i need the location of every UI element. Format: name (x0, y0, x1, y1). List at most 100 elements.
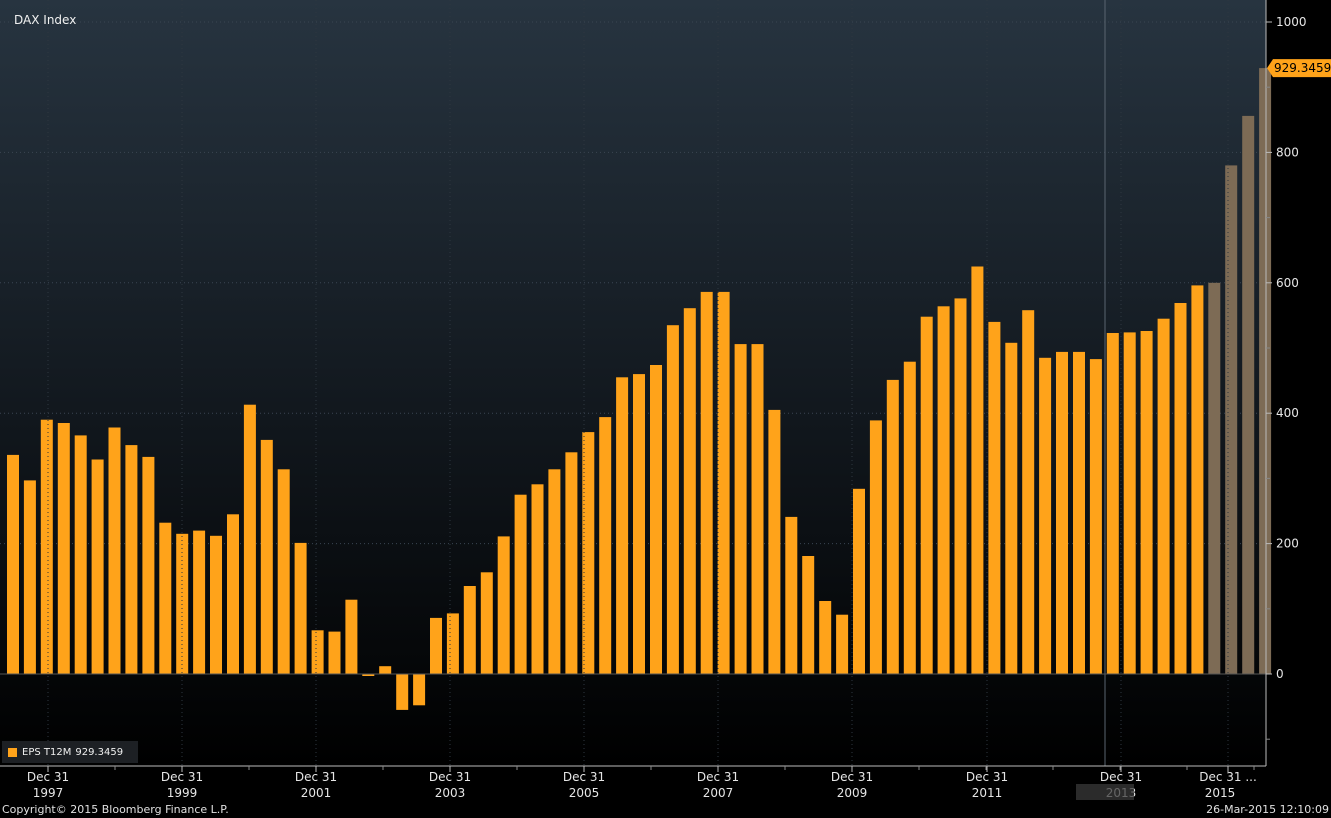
x-tick-label-line2: 2001 (301, 786, 332, 800)
copyright-text: Copyright© 2015 Bloomberg Finance L.P. (2, 803, 229, 816)
eps-bar (920, 316, 933, 674)
eps-bar (260, 439, 273, 674)
eps-bar (413, 674, 426, 706)
eps-bar (362, 674, 375, 676)
eps-bar (193, 530, 206, 674)
eps-bar (243, 404, 256, 674)
eps-bar (616, 377, 629, 674)
eps-bar (954, 298, 967, 674)
x-tick-label-line2: 2015 (1205, 786, 1236, 800)
eps-bar (599, 417, 612, 674)
eps-estimate-bar (1259, 68, 1272, 675)
eps-bar (345, 599, 358, 674)
eps-bar (531, 484, 544, 674)
eps-bar (717, 291, 730, 674)
eps-bar (40, 419, 53, 674)
eps-bar (311, 630, 324, 674)
eps-bar (1089, 359, 1102, 674)
eps-bar (277, 469, 290, 674)
x-tick-label-line1: Dec 31 (429, 770, 471, 784)
eps-bar (1157, 318, 1170, 674)
y-tick-label: 400 (1276, 406, 1299, 420)
eps-bar (565, 452, 578, 674)
legend-value: 929.3459 (75, 746, 124, 758)
eps-bar (650, 365, 662, 674)
eps-bar (633, 374, 645, 674)
eps-bar (142, 456, 155, 674)
x-tick-label-line2: 1997 (33, 786, 64, 800)
eps-bar (108, 427, 121, 674)
eps-bar (480, 572, 493, 674)
eps-bar (819, 601, 832, 674)
last-value-tag (1267, 59, 1331, 78)
x-tick-label-line1: Dec 31 (161, 770, 203, 784)
eps-bar (91, 459, 104, 674)
eps-bar (751, 344, 764, 674)
x-tick-label-line1: Dec 31 (697, 770, 739, 784)
y-tick-label: 200 (1276, 537, 1299, 551)
y-tick-label: 800 (1276, 145, 1299, 159)
eps-bar (734, 344, 747, 674)
x-tick-label-line2: 2007 (703, 786, 734, 800)
eps-bar (1073, 351, 1085, 674)
x-tick-label-line1: Dec 31 (563, 770, 605, 784)
eps-bar (548, 469, 561, 674)
eps-bar (514, 494, 527, 674)
eps-bar (869, 420, 882, 674)
eps-bar (159, 522, 172, 674)
x-tick-label-line1: Dec 31 (831, 770, 873, 784)
eps-bar (328, 631, 341, 674)
eps-bar (785, 516, 798, 674)
eps-bar (683, 308, 696, 674)
x-tick-label-line2: 2009 (837, 786, 868, 800)
eps-bar (988, 321, 1001, 674)
eps-bar (1005, 342, 1018, 674)
eps-bar (836, 614, 849, 674)
eps-bar (1140, 331, 1153, 674)
x-tick-label-line2: 2011 (972, 786, 1003, 800)
eps-bar (1191, 285, 1204, 674)
eps-bar (802, 556, 815, 674)
eps-bar (463, 586, 476, 674)
x-tick-label-line1: Dec 31 ... (1199, 770, 1257, 784)
eps-bar (57, 423, 70, 674)
eps-bar (768, 409, 781, 674)
eps-bar (666, 325, 679, 674)
eps-bar (971, 266, 984, 674)
eps-bar (1123, 332, 1136, 674)
y-tick-label: 1000 (1276, 15, 1307, 29)
chart-title: DAX Index (14, 13, 77, 27)
eps-bar (74, 435, 87, 674)
eps-bar (700, 291, 713, 674)
x-tick-label-line2: 2003 (435, 786, 466, 800)
legend-swatch (8, 747, 17, 757)
y-tick-label: 600 (1276, 276, 1299, 290)
eps-estimate-bar (1225, 165, 1238, 674)
eps-bar (903, 361, 916, 674)
x-tick-label-line2: 1999 (167, 786, 198, 800)
eps-bar (430, 617, 442, 674)
eps-bar (23, 480, 36, 674)
last-value-label: 929.3459 (1274, 61, 1331, 75)
eps-bar (1039, 357, 1052, 674)
eps-bar (582, 432, 595, 674)
crosshair-date-marker (1076, 784, 1134, 800)
eps-bar (937, 306, 950, 674)
y-tick-label: 0 (1276, 667, 1284, 681)
eps-bar (379, 666, 392, 674)
timestamp-text: 26-Mar-2015 12:10:09 (1206, 803, 1329, 816)
x-tick-label-line1: Dec 31 (27, 770, 69, 784)
eps-bar (853, 488, 865, 674)
eps-bar (497, 536, 510, 674)
eps-bar (227, 514, 239, 674)
legend-label: EPS T12M (22, 746, 72, 758)
eps-bar (176, 533, 189, 674)
eps-bar (294, 542, 307, 674)
x-tick-label-line1: Dec 31 (966, 770, 1008, 784)
eps-bar (7, 454, 19, 674)
eps-bar (1022, 310, 1035, 674)
eps-bar (396, 674, 409, 710)
x-tick-label-line1: Dec 31 (1100, 770, 1142, 784)
